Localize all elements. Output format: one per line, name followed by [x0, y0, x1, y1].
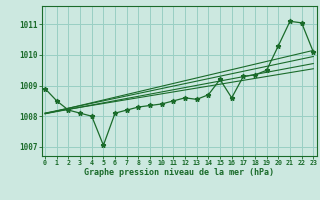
- X-axis label: Graphe pression niveau de la mer (hPa): Graphe pression niveau de la mer (hPa): [84, 168, 274, 177]
